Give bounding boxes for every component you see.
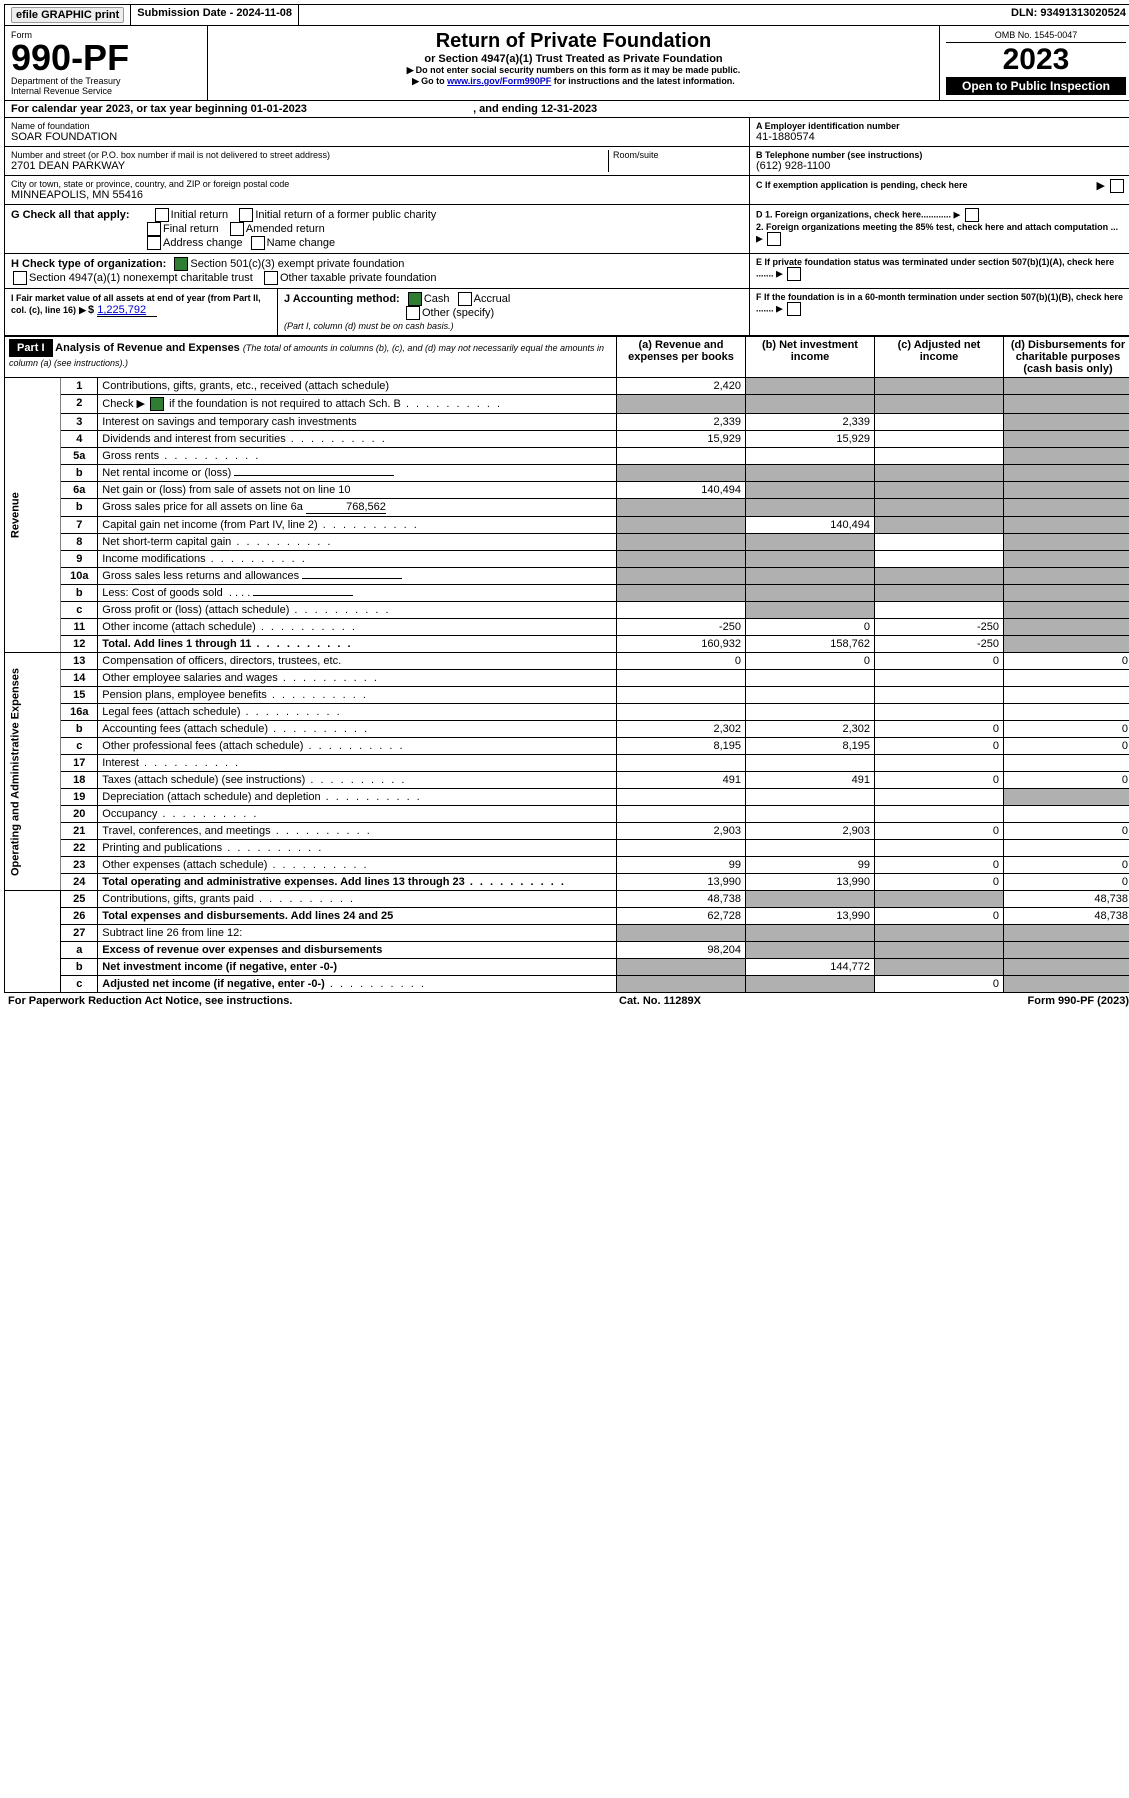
calendar-year-line: For calendar year 2023, or tax year begi…: [4, 101, 1129, 118]
ein-value: 41-1880574: [756, 131, 1126, 143]
c-pending-label: C If exemption application is pending, c…: [756, 180, 968, 190]
addr-label: Number and street (or P.O. box number if…: [11, 150, 608, 160]
identity-row3: City or town, state or province, country…: [4, 176, 1129, 205]
ck-d2[interactable]: [767, 232, 781, 246]
ck-final-return[interactable]: [147, 222, 161, 236]
g-label: G Check all that apply:: [11, 209, 130, 221]
col-a-hdr: (a) Revenue and expenses per books: [617, 337, 746, 378]
ck-schb[interactable]: [150, 397, 164, 411]
city-label: City or town, state or province, country…: [11, 179, 743, 189]
i-j-f-row: I Fair market value of all assets at end…: [4, 289, 1129, 336]
city-value: MINNEAPOLIS, MN 55416: [11, 189, 743, 201]
name-label: Name of foundation: [11, 121, 743, 131]
ssn-warning: Do not enter social security numbers on …: [214, 65, 933, 76]
j-label: J Accounting method:: [284, 293, 400, 305]
ck-name-change[interactable]: [251, 236, 265, 250]
open-to-public: Open to Public Inspection: [946, 77, 1126, 95]
ck-other-taxable[interactable]: [264, 271, 278, 285]
ck-amended[interactable]: [230, 222, 244, 236]
col-b-hdr: (b) Net investment income: [746, 337, 875, 378]
tel-value: (612) 928-1100: [756, 160, 1126, 172]
d1-label: D 1. Foreign organizations, check here..…: [756, 209, 951, 219]
expenses-label: Operating and Administrative Expenses: [5, 653, 61, 891]
page-footer: For Paperwork Reduction Act Notice, see …: [4, 993, 1129, 1009]
ck-501c3[interactable]: [174, 257, 188, 271]
ein-label: A Employer identification number: [756, 121, 1126, 131]
cat-no: Cat. No. 11289X: [619, 995, 701, 1007]
e-label: E If private foundation status was termi…: [756, 257, 1114, 278]
part1-table: Part I Analysis of Revenue and Expenses …: [4, 336, 1129, 993]
submission-date: Submission Date - 2024-11-08: [131, 5, 299, 25]
ck-address-change[interactable]: [147, 236, 161, 250]
c-checkbox[interactable]: [1110, 179, 1124, 193]
room-label: Room/suite: [613, 150, 743, 160]
omb-no: OMB No. 1545-0047: [946, 30, 1126, 43]
form-ref: Form 990-PF (2023): [1028, 995, 1129, 1007]
h-e-row: H Check type of organization: Section 50…: [4, 254, 1129, 289]
ck-4947a1[interactable]: [13, 271, 27, 285]
foundation-name: SOAR FOUNDATION: [11, 131, 743, 143]
top-bar: efile GRAPHIC print Submission Date - 20…: [4, 4, 1129, 26]
f-label: F If the foundation is in a 60-month ter…: [756, 292, 1123, 313]
street-address: 2701 DEAN PARKWAY: [11, 160, 608, 172]
tel-label: B Telephone number (see instructions): [756, 150, 1126, 160]
ck-f[interactable]: [787, 302, 801, 316]
ck-other-method[interactable]: [406, 306, 420, 320]
identity-row1: Name of foundation SOAR FOUNDATION A Emp…: [4, 118, 1129, 147]
ck-accrual[interactable]: [458, 292, 472, 306]
form-header: Form 990-PF Department of the Treasury I…: [4, 26, 1129, 101]
dept-treasury: Department of the Treasury: [11, 76, 201, 86]
revenue-label: Revenue: [5, 378, 61, 653]
d2-label: 2. Foreign organizations meeting the 85%…: [756, 222, 1118, 232]
ck-d1[interactable]: [965, 208, 979, 222]
col-d-hdr: (d) Disbursements for charitable purpose…: [1004, 337, 1129, 378]
form-title: Return of Private Foundation: [214, 30, 933, 53]
fmv-link[interactable]: 1,225,792: [97, 304, 157, 317]
col-c-hdr: (c) Adjusted net income: [875, 337, 1004, 378]
part1-badge: Part I: [9, 339, 53, 357]
irs-label: Internal Revenue Service: [11, 86, 201, 96]
g-d-row: G Check all that apply: Initial return I…: [4, 205, 1129, 254]
j-note: (Part I, column (d) must be on cash basi…: [284, 321, 454, 331]
ck-initial-return[interactable]: [155, 208, 169, 222]
paperwork-notice: For Paperwork Reduction Act Notice, see …: [8, 995, 292, 1007]
identity-row2: Number and street (or P.O. box number if…: [4, 147, 1129, 176]
efile-print-btn[interactable]: efile GRAPHIC print: [5, 5, 131, 25]
tax-year: 2023: [946, 43, 1126, 77]
form990pf-link[interactable]: www.irs.gov/Form990PF: [447, 76, 551, 86]
h-label: H Check type of organization:: [11, 258, 166, 270]
goto-line: Go to www.irs.gov/Form990PF for instruct…: [214, 76, 933, 87]
ck-e[interactable]: [787, 267, 801, 281]
form-subtitle: or Section 4947(a)(1) Trust Treated as P…: [214, 53, 933, 65]
dln: DLN: 93491313020524: [1005, 5, 1129, 25]
ck-cash[interactable]: [408, 292, 422, 306]
ck-initial-former[interactable]: [239, 208, 253, 222]
form-number: 990-PF: [11, 40, 201, 76]
